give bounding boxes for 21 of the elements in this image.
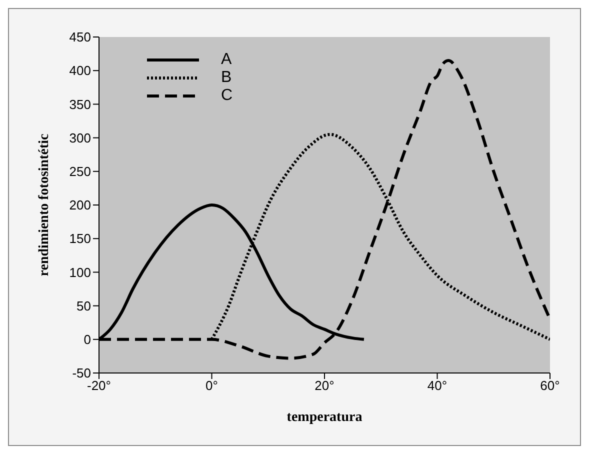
- x-tick-label: 20°: [314, 378, 334, 394]
- y-tick-label: 0: [84, 332, 91, 348]
- y-tick-label: 300: [69, 130, 91, 146]
- y-tick-label: 50: [76, 298, 91, 314]
- x-axis-title: temperatura: [286, 410, 362, 425]
- legend-label: A: [221, 51, 232, 69]
- y-tick-label: 250: [69, 164, 91, 180]
- x-tick-label: 60°: [540, 378, 560, 394]
- y-tick-label: -50: [72, 366, 91, 381]
- y-tick-label: 200: [69, 198, 91, 213]
- x-tick-label: 40°: [427, 378, 448, 394]
- y-tick-label: 400: [69, 63, 91, 78]
- y-tick-label: 150: [69, 231, 91, 246]
- x-tick-label: -20°: [87, 378, 111, 394]
- y-axis-title: rendimiento fotosintétic: [36, 134, 52, 276]
- y-tick-label: 450: [69, 30, 91, 45]
- legend-label: B: [221, 69, 232, 87]
- y-tick-label: 350: [69, 96, 91, 112]
- x-tick-label: 0°: [206, 378, 218, 394]
- y-tick-label: 100: [69, 264, 91, 280]
- legend-label: C: [221, 87, 233, 105]
